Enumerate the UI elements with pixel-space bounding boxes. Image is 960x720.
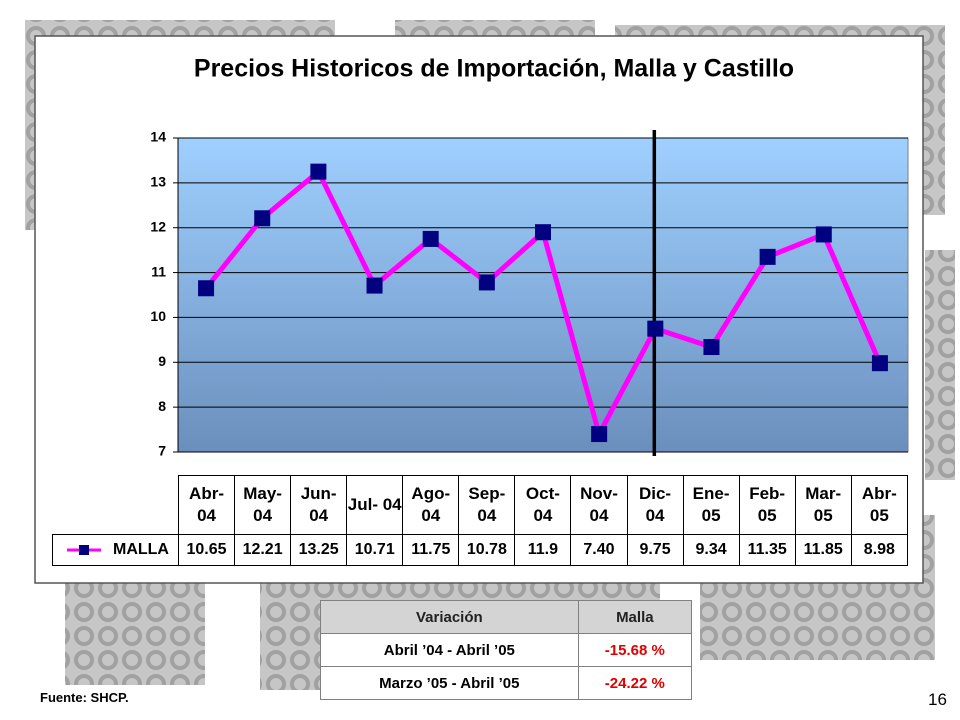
marker (535, 224, 551, 241)
cell: -15.68 % (577, 633, 693, 667)
data-table: Abr- 04 May- 04 Jun- 04 Jul- 04 Ago- 04 Sep- … (52, 475, 909, 566)
value-cell: 9.34 (682, 534, 740, 566)
value-cell: 11.85 (794, 534, 852, 566)
marker (198, 280, 215, 297)
source-note: Fuente: SHCP. (40, 690, 129, 705)
category-label: Dic- 04 (626, 475, 684, 535)
y-tick-label: 14 (150, 129, 166, 145)
category-label: Sep- 04 (458, 475, 516, 535)
value-cell: 7.40 (570, 534, 628, 566)
marker (591, 426, 608, 443)
marker (422, 230, 439, 247)
chart-title: Precios Historicos de Importación, Malla… (194, 55, 794, 83)
marker (815, 226, 832, 243)
empty-cell (52, 475, 179, 535)
value-cell: 9.75 (626, 534, 684, 566)
value-cell: 10.71 (346, 534, 404, 566)
cell: Marzo ’05 - Abril ’05 (320, 666, 579, 700)
legend-label: MALLA (113, 541, 169, 558)
marker (871, 355, 888, 372)
cell: Abril ’04 - Abril ’05 (320, 633, 579, 667)
y-tick-label: 11 (151, 263, 166, 279)
y-tick-label: 10 (150, 308, 166, 324)
category-label: Feb- 05 (738, 475, 796, 535)
category-label: Abr- 04 (177, 475, 236, 535)
value-cell: 10.78 (458, 534, 516, 566)
marker (310, 163, 327, 180)
category-label: Abr- 05 (850, 475, 909, 535)
category-label: Jun- 04 (290, 475, 348, 535)
category-label: Mar- 05 (794, 475, 852, 535)
category-label: Nov- 04 (570, 475, 628, 535)
value-cell: 11.9 (514, 534, 572, 566)
marker (254, 210, 271, 227)
marker (647, 320, 664, 337)
value-cell: 11.75 (402, 534, 460, 566)
value-cell: 8.98 (850, 534, 909, 566)
variation-table: Variación Malla Abril ’04 - Abril ’05 -15.… (320, 600, 693, 700)
page-number: 16 (928, 690, 947, 709)
y-tick-label: 7 (158, 443, 166, 459)
marker (759, 248, 776, 265)
plot-area (177, 137, 909, 453)
value-cell: 13.25 (290, 534, 348, 566)
category-label: Ene- 05 (682, 475, 740, 535)
header-cell: Variación (320, 600, 579, 634)
category-label: Ago- 04 (402, 475, 460, 535)
y-tick-label: 9 (158, 353, 166, 369)
category-label: Jul- 04 (346, 475, 404, 535)
cell: -24.22 % (577, 666, 693, 700)
y-tick-label: 12 (150, 218, 166, 234)
category-label: May- 04 (234, 475, 292, 535)
marker (478, 274, 495, 291)
value-cell: 10.65 (177, 534, 236, 566)
value-cell: 12.21 (234, 534, 292, 566)
y-tick-label: 8 (158, 398, 166, 414)
legend-cell: MALLA (52, 534, 179, 566)
value-cell: 11.35 (738, 534, 796, 566)
y-tick-label: 13 (150, 174, 166, 190)
marker (366, 277, 383, 294)
legend-symbol (67, 544, 101, 555)
header-cell: Malla (577, 600, 693, 634)
category-label: Oct- 04 (514, 475, 572, 535)
marker (703, 339, 720, 356)
